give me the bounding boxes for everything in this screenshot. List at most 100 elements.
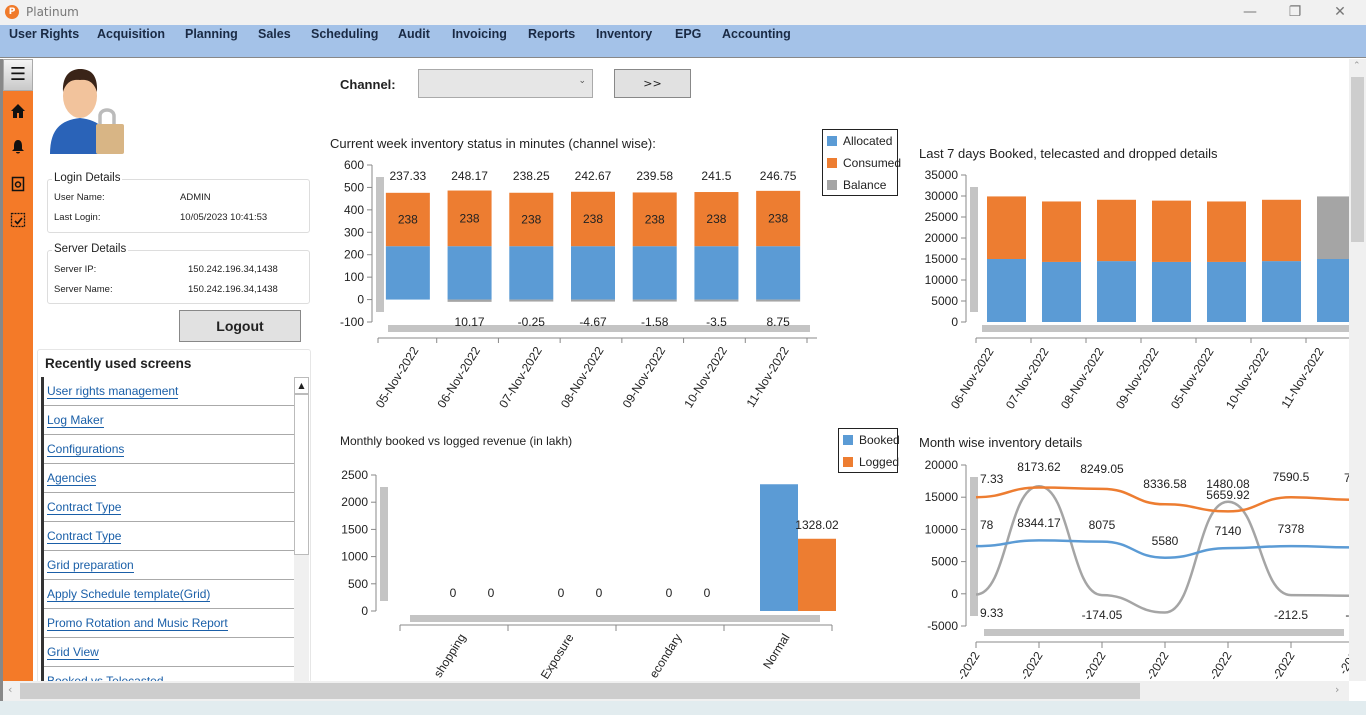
user-avatar [50, 69, 124, 154]
minimize-icon[interactable]: — [1243, 4, 1257, 20]
data-label: 8336.58 [1143, 477, 1187, 491]
data-label: 9.33 [980, 606, 1004, 620]
main-horizontal-scrollbar[interactable]: ‹ › [3, 681, 1349, 701]
menu-audit[interactable]: Audit [398, 27, 430, 41]
data-label: 1328.02 [795, 518, 839, 532]
recent-screen-item[interactable]: Grid View [44, 638, 294, 667]
bar-segment [1262, 199, 1301, 262]
x-tick-label: -202 [1336, 649, 1350, 677]
bar-balance [509, 299, 554, 302]
bar-segment [987, 259, 1026, 322]
recent-screen-link[interactable]: Agencies [47, 471, 97, 486]
bar-segment [1207, 201, 1246, 262]
recent-screen-link[interactable]: Apply Schedule template(Grid) [47, 587, 211, 602]
recent-screens-panel: Recently used screens User rights manage… [37, 349, 311, 684]
bar-logged [798, 538, 836, 611]
y-tick-label: 10000 [925, 273, 959, 287]
logout-button[interactable]: Logout [179, 310, 301, 342]
main-vertical-scrollbar[interactable]: ⌃ [1349, 59, 1366, 681]
recent-screen-item[interactable]: Contract Type [44, 493, 294, 522]
checklist-icon[interactable] [10, 212, 26, 228]
data-label: -174.05 [1082, 608, 1123, 622]
menu-epg[interactable]: EPG [675, 27, 702, 41]
x-tick-label: 08-Nov-2022 [558, 344, 607, 411]
data-label: 0 [666, 586, 673, 600]
scroll-up-icon[interactable]: ⌃ [1353, 61, 1361, 71]
x-tick-label: econdary [647, 631, 685, 680]
server-details-group: Server Details [47, 243, 310, 304]
y-tick-label: 600 [344, 158, 364, 172]
recent-screen-link[interactable]: Contract Type [47, 500, 122, 515]
data-label: 5580 [1152, 534, 1179, 548]
bar-consumed [571, 191, 615, 247]
recent-screen-link[interactable]: Booked vs Telecasted [47, 674, 164, 682]
scroll-left-icon[interactable]: ‹ [8, 683, 13, 696]
bell-icon[interactable] [10, 139, 26, 155]
recent-screen-item[interactable]: Configurations [44, 435, 294, 464]
recent-screen-item[interactable]: Grid preparation [44, 551, 294, 580]
menu-acquisition[interactable]: Acquisition [97, 27, 166, 41]
main-hscroll-thumb[interactable] [20, 683, 1140, 699]
x-tick-label: -2022 [1017, 649, 1045, 681]
recent-screen-link[interactable]: Configurations [47, 442, 125, 457]
data-label: -29 [1345, 608, 1350, 622]
data-label: 0 [596, 586, 603, 600]
recent-screen-item[interactable]: Contract Type [44, 522, 294, 551]
user-name-label: User Name: [54, 192, 105, 203]
y-tick-label: 25000 [925, 210, 959, 224]
scroll-up-icon[interactable]: ▲ [294, 377, 309, 394]
recent-screen-link[interactable]: Grid View [47, 645, 99, 660]
recent-screen-link[interactable]: Promo Rotation and Music Report [47, 616, 228, 631]
recent-screen-item[interactable]: Log Maker [44, 406, 294, 435]
close-icon[interactable]: ✕ [1334, 4, 1346, 20]
recent-screen-item[interactable]: Promo Rotation and Music Report [44, 609, 294, 638]
x-scrollbar [984, 629, 1344, 636]
y-tick-label: -5000 [927, 619, 958, 633]
recent-scrollbar[interactable]: ▲ [294, 377, 309, 682]
data-label: 238 [521, 212, 541, 226]
data-label-top: 246.75 [760, 169, 797, 183]
data-label: -212.5 [1274, 608, 1308, 622]
bar-consumed [632, 192, 677, 247]
recent-screen-item[interactable]: User rights management [44, 377, 294, 406]
scroll-thumb[interactable] [294, 394, 309, 555]
bar-segment [1207, 261, 1246, 322]
bar-consumed [385, 192, 430, 247]
bar-allocated [756, 246, 801, 300]
recent-screen-link[interactable]: User rights management [47, 384, 179, 399]
go-button[interactable]: >> [614, 69, 691, 98]
inventory-status-chart: 600 500 400 300 200 100 0 -100 238 237.33 238 248.1… [340, 158, 817, 411]
menu-inventory[interactable]: Inventory [596, 27, 653, 41]
y-tick-label: 1500 [341, 522, 368, 536]
bar-allocated [632, 246, 677, 300]
x-tick-label: 11-Nov-2022 [744, 344, 792, 410]
menu-accounting[interactable]: Accounting [722, 27, 791, 41]
main-vscroll-thumb[interactable] [1351, 77, 1364, 242]
scroll-right-icon[interactable]: › [1335, 683, 1340, 696]
chart4-title: Month wise inventory details [919, 435, 1083, 450]
menu-reports[interactable]: Reports [528, 27, 576, 41]
settings-document-icon[interactable] [10, 176, 26, 192]
server-details-legend: Server Details [52, 243, 129, 255]
channel-select[interactable]: ⌄ [418, 69, 593, 98]
menu-invoicing[interactable]: Invoicing [452, 27, 507, 41]
recent-screen-link[interactable]: Contract Type [47, 529, 122, 544]
hamburger-menu-icon[interactable]: ☰ [3, 59, 33, 91]
menu-sales[interactable]: Sales [258, 27, 291, 41]
data-label: 5659.92 [1206, 488, 1250, 502]
server-name-label: Server Name: [54, 284, 113, 295]
restore-icon[interactable]: ❐ [1288, 4, 1302, 20]
menu-user-rights[interactable]: User Rights [9, 27, 80, 41]
home-icon[interactable] [10, 103, 26, 119]
recent-screen-link[interactable]: Log Maker [47, 413, 104, 428]
recent-screen-item[interactable]: Booked vs Telecasted [44, 667, 294, 682]
month-inventory-chart: 20000 15000 10000 5000 0 -5000 7.33 8173.62 8249… [925, 458, 1350, 681]
legend-allocated: Allocated [823, 130, 897, 152]
menu-planning[interactable]: Planning [185, 27, 238, 41]
bar-consumed [694, 192, 739, 247]
y-tick-label: 5000 [931, 555, 958, 569]
recent-screen-link[interactable]: Grid preparation [47, 558, 134, 573]
recent-screen-item[interactable]: Agencies [44, 464, 294, 493]
menu-scheduling[interactable]: Scheduling [311, 27, 379, 41]
recent-screen-item[interactable]: Apply Schedule template(Grid) [44, 580, 294, 609]
